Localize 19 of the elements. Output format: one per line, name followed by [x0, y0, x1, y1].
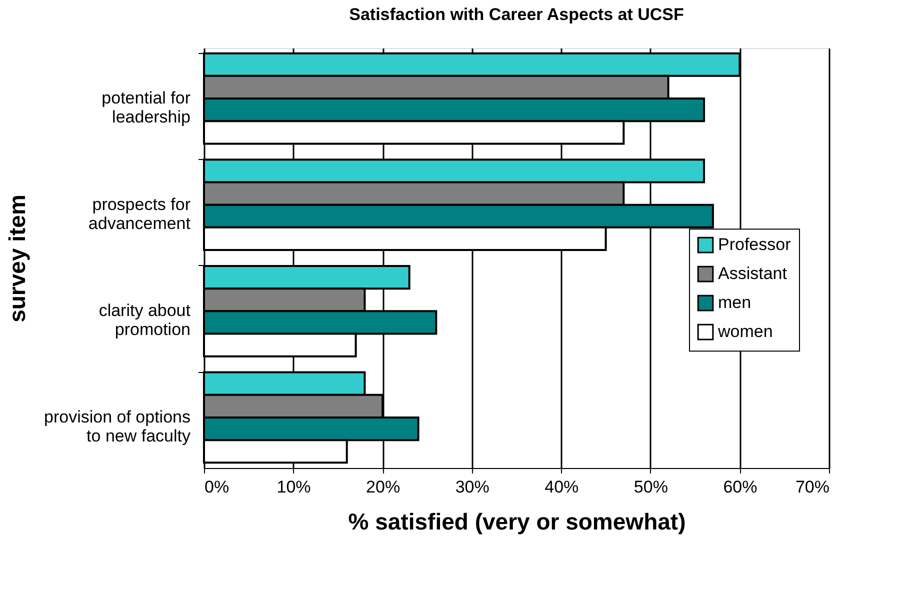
x-axis-title: % satisfied (very or somewhat)	[348, 508, 686, 534]
legend-label: Assistant	[718, 264, 788, 284]
x-tick-label: 0%	[204, 478, 230, 496]
x-tick-label: 10%	[276, 478, 311, 496]
x-tick-label: 20%	[366, 478, 400, 496]
x-tick-label: 30%	[455, 478, 490, 496]
y-axis-title: survey item	[4, 194, 30, 322]
legend-label: men	[718, 293, 752, 312]
y-tick-label: provision of options to new faculty	[44, 407, 191, 446]
x-tick-label: 70%	[795, 478, 830, 496]
x-tick-label: 60%	[723, 478, 758, 496]
y-tick-label: clarity about promotion	[98, 301, 191, 340]
legend-label: Professor	[718, 235, 792, 254]
legend-label: women	[717, 322, 773, 342]
x-tick-label: 40%	[544, 478, 579, 496]
chart-title: Satisfaction with Career Aspects at UCSF	[349, 5, 684, 24]
y-tick-label: potential for leadership	[102, 88, 191, 127]
y-tick-label: prospects for advancement	[88, 194, 191, 233]
x-tick-label: 50%	[634, 478, 668, 496]
